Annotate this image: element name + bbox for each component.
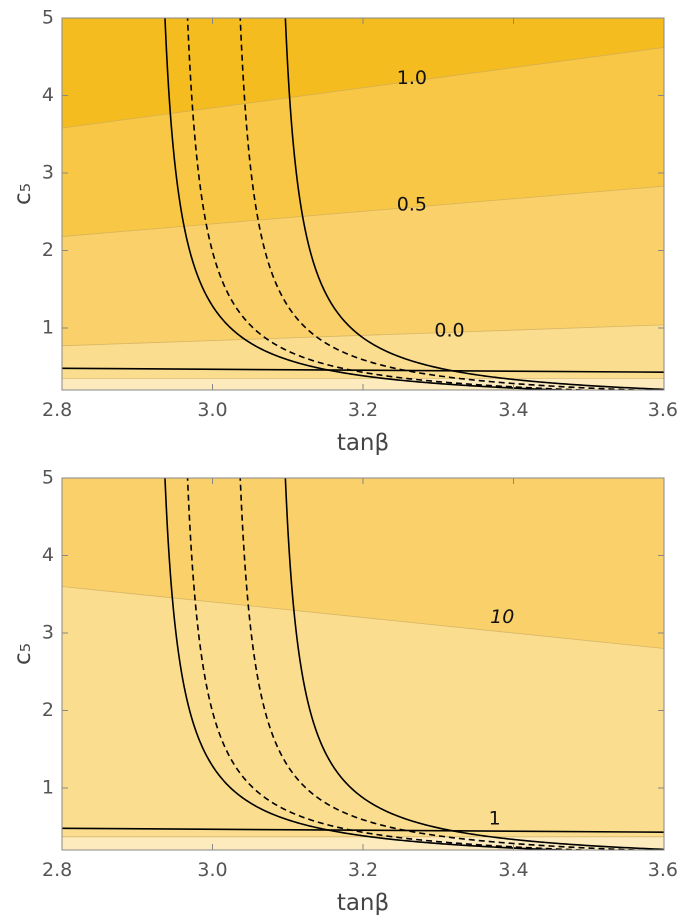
band-fill-1: [62, 586, 664, 850]
y-tick-label: 5: [42, 7, 54, 29]
contour-boundary-1: [62, 586, 664, 649]
plot-area: [62, 18, 664, 390]
contour-boundary-3: [62, 47, 664, 129]
x-tick-label: 3.2: [348, 859, 378, 881]
x-axis-label: tanβ: [337, 890, 389, 916]
y-tick-label: 2: [42, 239, 54, 261]
y-tick-label: 5: [42, 467, 54, 489]
y-tick-label: 4: [42, 84, 54, 106]
y-tick-label: 3: [42, 622, 54, 644]
x-tick-label: 3.6: [648, 859, 678, 881]
x-tick-label: 3.4: [498, 399, 528, 421]
contour-label: 0.5: [397, 193, 427, 215]
panel-bottom: 10 1 2.8 3.0 3.2 3.4 3.6 1 2 3 4 5 tanβ c₅: [10, 467, 678, 917]
x-tick-label: 3.4: [498, 859, 528, 881]
y-tick-label: 2: [42, 699, 54, 721]
contour-label: 1.0: [397, 67, 427, 89]
curve-dashed-1: [186, 478, 605, 850]
panel-top: 1.0 0.5 0.0 2.8 3.0 3.2 3.4 3.6 1 2 3 4 5 tanβ c₅: [10, 7, 678, 457]
curve-solid-0: [164, 478, 582, 850]
contour-boundary-1: [62, 324, 664, 347]
x-tick-label: 3.0: [197, 399, 227, 421]
x-tick-label: 2.8: [42, 399, 72, 421]
y-axis-label: c₅: [10, 183, 36, 205]
x-tick-label: 3.2: [348, 399, 378, 421]
y-tick-label: 4: [42, 544, 54, 566]
x-tick-label: 2.8: [42, 859, 72, 881]
curve-dashed-1: [186, 18, 605, 390]
plot-area: [62, 478, 664, 850]
band-fill-1: [62, 324, 664, 390]
curve-dashed-2: [239, 478, 658, 850]
horizontal-line: [62, 827, 664, 833]
curve-solid-3: [284, 18, 664, 390]
contour-boundary-2: [62, 185, 664, 237]
x-axis-label: tanβ: [337, 430, 389, 456]
curve-dashed-2: [239, 18, 658, 390]
x-tick-label: 3.0: [197, 859, 227, 881]
contour-label: 0.0: [434, 320, 464, 342]
y-tick-label: 3: [42, 162, 54, 184]
y-tick-label: 1: [42, 777, 54, 799]
horizontal-line: [62, 367, 664, 373]
y-tick-label: 1: [42, 317, 54, 339]
curve-solid-0: [164, 18, 582, 390]
contour-label: 1: [489, 808, 501, 830]
x-tick-label: 3.6: [648, 399, 678, 421]
curve-solid-3: [284, 478, 664, 850]
y-axis-label: c₅: [10, 643, 36, 665]
contour-label: 10: [490, 606, 514, 628]
